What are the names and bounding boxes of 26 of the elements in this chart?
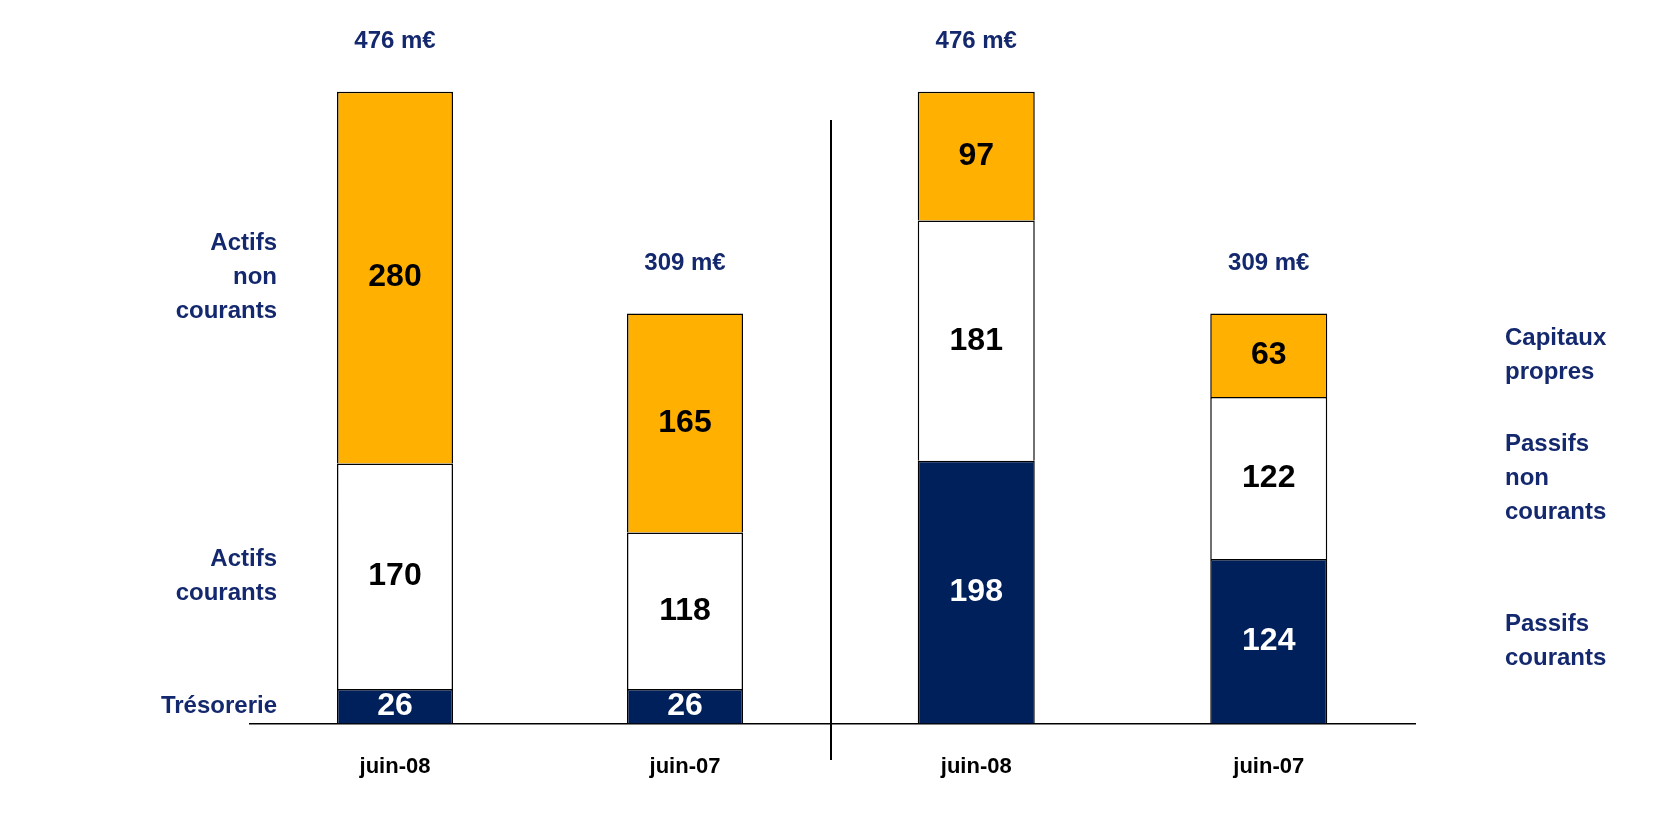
total-label: 309 m€ bbox=[644, 248, 726, 276]
total-label: 476 m€ bbox=[935, 26, 1017, 54]
x-tick-label: juin-08 bbox=[358, 752, 431, 778]
text: Trésorerie bbox=[160, 690, 277, 718]
data-label: 280 bbox=[368, 257, 422, 294]
data-label: 63 bbox=[1250, 335, 1287, 372]
data-label: 122 bbox=[1242, 457, 1296, 494]
data-label: 165 bbox=[658, 402, 712, 439]
text: Actifs non courants bbox=[175, 228, 277, 324]
text: Passifs non courants bbox=[1505, 428, 1607, 524]
data-label: 26 bbox=[377, 686, 413, 723]
x-tick-label: juin-08 bbox=[939, 752, 1012, 778]
data-label: 124 bbox=[1242, 621, 1296, 658]
data-label: 118 bbox=[659, 590, 711, 627]
x-tick-label: juin-07 bbox=[648, 752, 721, 778]
text: Passifs courants bbox=[1505, 608, 1607, 670]
text: Capitaux propres bbox=[1505, 322, 1608, 384]
data-label: 26 bbox=[667, 686, 703, 723]
total-label: 309 m€ bbox=[1228, 248, 1310, 276]
x-tick-label: juin-07 bbox=[1232, 752, 1305, 778]
data-label: 170 bbox=[368, 556, 422, 593]
data-label: 97 bbox=[958, 136, 995, 173]
total-label: 476 m€ bbox=[354, 26, 436, 54]
data-label: 181 bbox=[949, 320, 1003, 357]
text: Actifs courants bbox=[175, 543, 277, 605]
data-label: 198 bbox=[949, 572, 1003, 609]
